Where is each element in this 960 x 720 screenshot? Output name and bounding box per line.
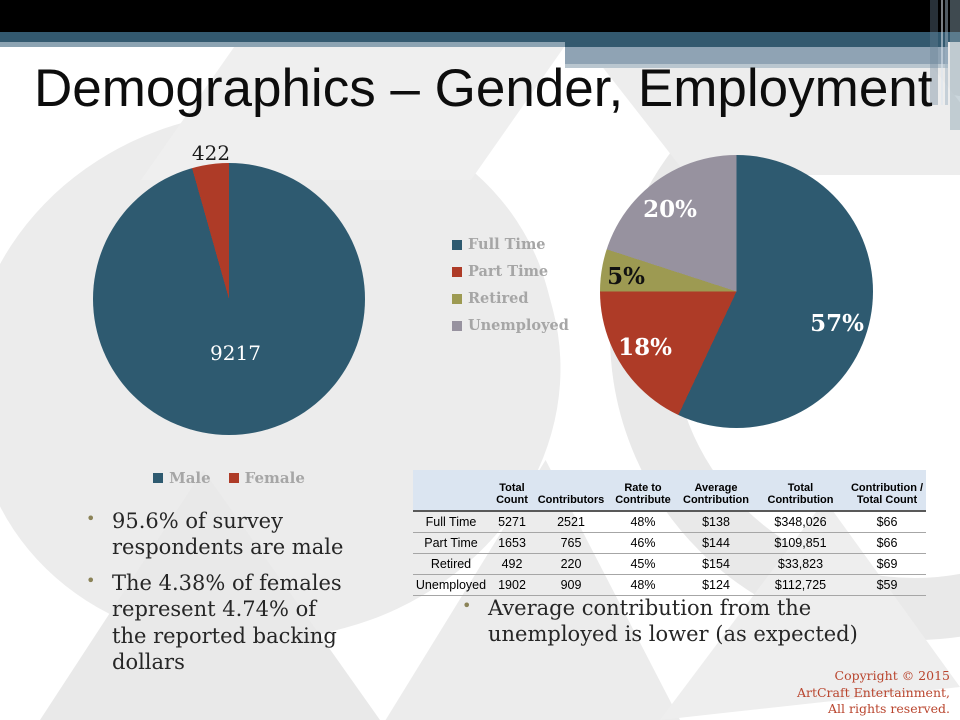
table-row: Retired 492 220 45% $154 $33,823 $69 — [413, 553, 926, 575]
table-cell: $69 — [848, 553, 926, 575]
table-cell: 2521 — [535, 511, 607, 533]
legend-label: Unemployed — [468, 317, 569, 334]
legend-item-unemployed: Unemployed — [452, 317, 569, 334]
table-cell: 765 — [535, 532, 607, 554]
header-light-bar — [0, 42, 565, 47]
header-light-bar-right — [565, 47, 948, 64]
header-black-bar — [0, 0, 960, 32]
bullet-item: Average contribution from the unemployed… — [458, 595, 908, 648]
table-cell: $144 — [679, 532, 753, 554]
legend-label: Part Time — [468, 263, 549, 280]
bullet-item: The 4.38% of females represent 4.74% of … — [82, 570, 344, 676]
table-row: Full Time 5271 2521 48% $138 $348,026 $66 — [413, 511, 926, 533]
gender-female-label: 422 — [191, 141, 231, 165]
header-slate-bar-right — [565, 32, 948, 47]
left-bullet-list: 95.6% of survey respondents are male The… — [82, 508, 344, 685]
employment-unemployed-label: 20% — [643, 196, 697, 223]
slide-title: Demographics – Gender, Employment — [34, 59, 933, 118]
table-cell: 1653 — [489, 532, 535, 554]
table-header-cell: Average Contribution — [679, 470, 753, 512]
legend-swatch — [452, 320, 462, 331]
contribution-table: Total Count Contributors Rate to Contribut… — [413, 470, 926, 596]
copyright-line: Copyright © 2015 — [834, 668, 950, 683]
copyright-notice: Copyright © 2015 ArtCraft Entertainment,… — [730, 668, 950, 718]
gender-legend: Male Female — [93, 469, 365, 487]
table-cell: 48% — [607, 511, 679, 533]
legend-label: Retired — [468, 290, 529, 307]
legend-swatch — [228, 473, 239, 483]
legend-item-part-time: Part Time — [452, 263, 569, 280]
legend-label: Female — [244, 469, 305, 487]
bullet-item: 95.6% of survey respondents are male — [82, 508, 344, 561]
table-cell: 909 — [535, 574, 607, 596]
table-header-cell: Total Contribution — [753, 470, 848, 512]
legend-label: Male — [169, 469, 211, 487]
employment-pie-chart — [600, 155, 873, 428]
table-cell: 46% — [607, 532, 679, 554]
table-cell: $112,725 — [753, 574, 848, 596]
employment-legend: Full Time Part Time Retired Unemployed — [452, 236, 569, 334]
employment-fulltime-label: 57% — [810, 310, 864, 337]
table-cell: $124 — [679, 574, 753, 596]
copyright-line: All rights reserved. — [827, 701, 950, 716]
table-cell: $33,823 — [753, 553, 848, 575]
table-cell: $109,851 — [753, 532, 848, 554]
table-row: Part Time 1653 765 46% $144 $109,851 $66 — [413, 532, 926, 554]
legend-swatch — [452, 293, 462, 304]
legend-swatch — [153, 473, 164, 483]
table-cell: $154 — [679, 553, 753, 575]
table-row: Unemployed 1902 909 48% $124 $112,725 $59 — [413, 574, 926, 596]
table-cell: 45% — [607, 553, 679, 575]
right-bullet-list: Average contribution from the unemployed… — [458, 595, 908, 657]
legend-item-female: Female — [228, 469, 305, 487]
table-header-cell: Total Count — [489, 470, 535, 512]
table-header-cell: Rate to Contribute — [607, 470, 679, 512]
table-header-cell: Contributors — [535, 470, 607, 512]
header-slate-bar — [0, 32, 960, 42]
corner-stripe — [941, 0, 943, 105]
gender-male-label: 9217 — [210, 341, 261, 365]
table-header-row: Total Count Contributors Rate to Contribut… — [413, 470, 926, 512]
table-row-label: Part Time — [413, 532, 489, 554]
header-fade-bar — [565, 64, 948, 68]
legend-swatch — [452, 239, 462, 250]
gender-pie-chart — [93, 163, 365, 435]
table-cell: 492 — [489, 553, 535, 575]
table-row-label: Retired — [413, 553, 489, 575]
corner-stripe — [930, 0, 938, 105]
table-row-label: Unemployed — [413, 574, 489, 596]
table-header-cell — [413, 470, 489, 512]
employment-parttime-label: 18% — [618, 334, 672, 361]
corner-stripe — [950, 0, 960, 130]
table-cell: 220 — [535, 553, 607, 575]
legend-item-full-time: Full Time — [452, 236, 569, 253]
table-cell: 48% — [607, 574, 679, 596]
employment-retired-label: 5% — [607, 263, 645, 290]
table-cell: $66 — [848, 532, 926, 554]
table-cell: $66 — [848, 511, 926, 533]
copyright-line: ArtCraft Entertainment, — [796, 684, 950, 700]
table-cell: $348,026 — [753, 511, 848, 533]
table-cell: $138 — [679, 511, 753, 533]
legend-label: Full Time — [468, 236, 546, 253]
table-header-cell: Contribution / Total Count — [848, 470, 926, 512]
table-cell: $59 — [848, 574, 926, 596]
legend-item-retired: Retired — [452, 290, 569, 307]
table-cell: 5271 — [489, 511, 535, 533]
table-row-label: Full Time — [413, 511, 489, 533]
legend-item-male: Male — [153, 469, 211, 487]
corner-stripe — [945, 0, 948, 105]
legend-swatch — [452, 266, 462, 277]
table-cell: 1902 — [489, 574, 535, 596]
